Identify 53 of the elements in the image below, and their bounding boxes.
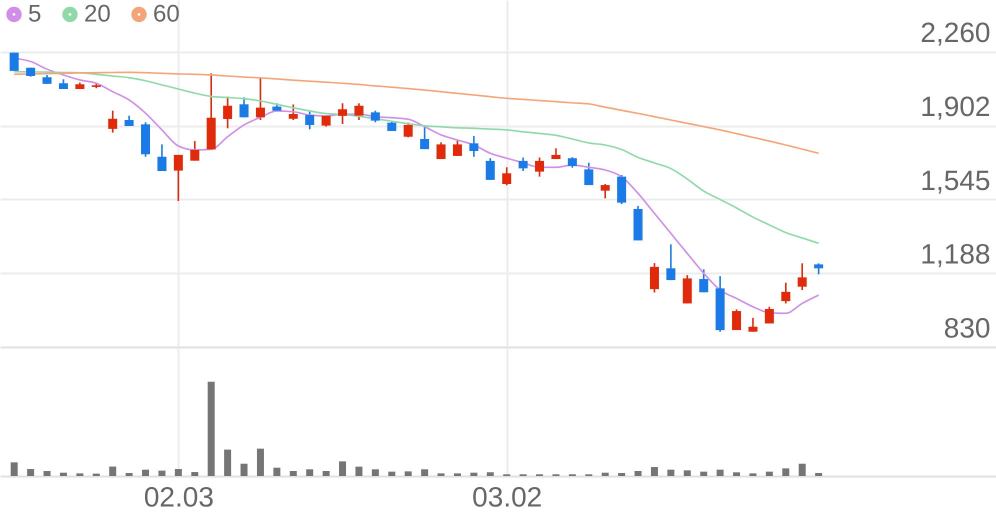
bar <box>667 470 674 476</box>
bar <box>240 464 248 476</box>
bar <box>404 471 412 476</box>
bar <box>749 473 756 476</box>
bar <box>322 471 330 476</box>
bar <box>766 472 773 476</box>
bar <box>109 466 116 476</box>
bar <box>224 450 232 476</box>
bar <box>158 470 166 476</box>
y-tick-label: 1,545 <box>920 164 990 196</box>
legend-label: 60 <box>153 0 180 28</box>
bar <box>256 448 264 476</box>
bar <box>174 469 182 476</box>
bar <box>388 472 396 476</box>
legend-label: 5 <box>28 0 42 28</box>
bar <box>716 470 724 476</box>
bar <box>650 467 658 476</box>
bar <box>700 472 708 476</box>
bar <box>208 382 215 476</box>
bar <box>273 468 280 476</box>
y-tick-label: 1,902 <box>920 91 990 122</box>
bar <box>438 473 445 476</box>
bar <box>10 462 18 476</box>
bar <box>142 470 150 476</box>
bar <box>618 472 626 476</box>
y-tick-label: 2,260 <box>920 17 990 48</box>
y-tick-label: 830 <box>944 312 990 344</box>
bar <box>372 469 379 476</box>
bar <box>634 471 642 476</box>
bar <box>421 469 428 476</box>
bar <box>76 473 84 476</box>
bar <box>306 469 314 476</box>
bar <box>355 466 362 476</box>
bar <box>470 472 478 476</box>
bar <box>60 472 67 476</box>
bar <box>339 461 346 476</box>
bar <box>602 472 609 476</box>
bar <box>684 470 691 476</box>
bar <box>290 471 297 476</box>
bar <box>44 471 51 476</box>
bar <box>27 469 34 476</box>
bar <box>191 472 198 476</box>
x-tick-label: 02.03 <box>144 482 214 512</box>
legend-label: 20 <box>84 0 111 28</box>
x-tick-label: 03.02 <box>472 482 542 512</box>
bar <box>486 472 494 476</box>
bar <box>454 473 461 476</box>
bar <box>782 468 790 476</box>
bar <box>798 464 806 476</box>
bar <box>733 472 740 476</box>
y-tick-label: 1,188 <box>920 238 990 270</box>
bar <box>126 472 133 476</box>
bar <box>815 472 822 476</box>
